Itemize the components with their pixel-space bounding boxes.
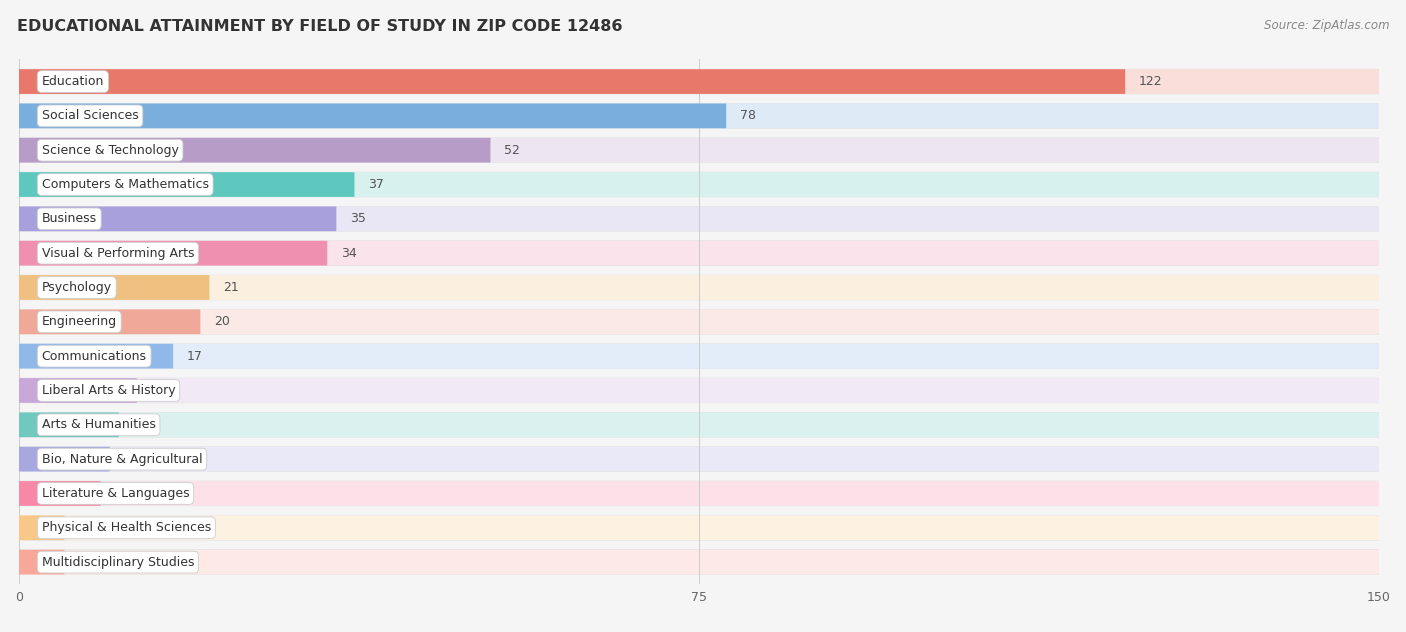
- FancyBboxPatch shape: [20, 172, 1379, 197]
- Text: Psychology: Psychology: [42, 281, 112, 294]
- FancyBboxPatch shape: [20, 481, 1379, 506]
- FancyBboxPatch shape: [20, 172, 354, 197]
- FancyBboxPatch shape: [20, 516, 1379, 540]
- FancyBboxPatch shape: [20, 481, 1379, 506]
- Text: Education: Education: [42, 75, 104, 88]
- Text: 34: 34: [340, 246, 357, 260]
- Text: Social Sciences: Social Sciences: [42, 109, 138, 123]
- FancyBboxPatch shape: [20, 69, 1379, 94]
- FancyBboxPatch shape: [20, 447, 1379, 471]
- FancyBboxPatch shape: [20, 138, 1379, 162]
- FancyBboxPatch shape: [20, 344, 1379, 368]
- FancyBboxPatch shape: [20, 310, 200, 334]
- Text: Arts & Humanities: Arts & Humanities: [42, 418, 156, 431]
- FancyBboxPatch shape: [20, 241, 1379, 265]
- Text: 17: 17: [187, 349, 202, 363]
- Text: Multidisciplinary Studies: Multidisciplinary Studies: [42, 556, 194, 569]
- Text: Science & Technology: Science & Technology: [42, 143, 179, 157]
- FancyBboxPatch shape: [20, 275, 1379, 300]
- Text: 9: 9: [114, 487, 122, 500]
- FancyBboxPatch shape: [20, 104, 1379, 128]
- Text: Source: ZipAtlas.com: Source: ZipAtlas.com: [1264, 19, 1389, 32]
- FancyBboxPatch shape: [20, 104, 727, 128]
- FancyBboxPatch shape: [20, 138, 1379, 162]
- FancyBboxPatch shape: [20, 207, 1379, 231]
- FancyBboxPatch shape: [20, 516, 65, 540]
- FancyBboxPatch shape: [20, 241, 1379, 265]
- FancyBboxPatch shape: [20, 413, 1379, 437]
- Text: Literature & Languages: Literature & Languages: [42, 487, 190, 500]
- FancyBboxPatch shape: [20, 310, 1379, 334]
- FancyBboxPatch shape: [20, 69, 1379, 94]
- FancyBboxPatch shape: [20, 241, 328, 265]
- FancyBboxPatch shape: [20, 275, 209, 300]
- Text: Bio, Nature & Agricultural: Bio, Nature & Agricultural: [42, 453, 202, 466]
- FancyBboxPatch shape: [20, 550, 1379, 574]
- FancyBboxPatch shape: [20, 378, 1379, 403]
- FancyBboxPatch shape: [20, 207, 1379, 231]
- FancyBboxPatch shape: [20, 344, 1379, 368]
- Text: Physical & Health Sciences: Physical & Health Sciences: [42, 521, 211, 534]
- Text: EDUCATIONAL ATTAINMENT BY FIELD OF STUDY IN ZIP CODE 12486: EDUCATIONAL ATTAINMENT BY FIELD OF STUDY…: [17, 19, 623, 34]
- FancyBboxPatch shape: [20, 104, 1379, 128]
- Text: Engineering: Engineering: [42, 315, 117, 329]
- Text: 122: 122: [1139, 75, 1163, 88]
- Text: 5: 5: [77, 521, 86, 534]
- FancyBboxPatch shape: [20, 138, 491, 162]
- FancyBboxPatch shape: [20, 207, 336, 231]
- FancyBboxPatch shape: [20, 275, 1379, 300]
- FancyBboxPatch shape: [20, 378, 1379, 403]
- FancyBboxPatch shape: [20, 413, 1379, 437]
- Text: 11: 11: [132, 418, 148, 431]
- Text: 5: 5: [77, 556, 86, 569]
- FancyBboxPatch shape: [20, 481, 101, 506]
- FancyBboxPatch shape: [20, 550, 65, 574]
- Text: 20: 20: [214, 315, 229, 329]
- Text: 13: 13: [150, 384, 166, 397]
- Text: 21: 21: [224, 281, 239, 294]
- FancyBboxPatch shape: [20, 310, 1379, 334]
- Text: Liberal Arts & History: Liberal Arts & History: [42, 384, 176, 397]
- FancyBboxPatch shape: [20, 69, 1125, 94]
- FancyBboxPatch shape: [20, 447, 110, 471]
- Text: Computers & Mathematics: Computers & Mathematics: [42, 178, 208, 191]
- Text: 52: 52: [505, 143, 520, 157]
- Text: Visual & Performing Arts: Visual & Performing Arts: [42, 246, 194, 260]
- Text: Communications: Communications: [42, 349, 146, 363]
- FancyBboxPatch shape: [20, 550, 1379, 574]
- FancyBboxPatch shape: [20, 516, 1379, 540]
- FancyBboxPatch shape: [20, 378, 136, 403]
- FancyBboxPatch shape: [20, 344, 173, 368]
- FancyBboxPatch shape: [20, 447, 1379, 471]
- Text: 10: 10: [124, 453, 139, 466]
- Text: Business: Business: [42, 212, 97, 226]
- Text: 35: 35: [350, 212, 366, 226]
- Text: 37: 37: [368, 178, 384, 191]
- Text: 78: 78: [740, 109, 756, 123]
- FancyBboxPatch shape: [20, 172, 1379, 197]
- FancyBboxPatch shape: [20, 413, 118, 437]
